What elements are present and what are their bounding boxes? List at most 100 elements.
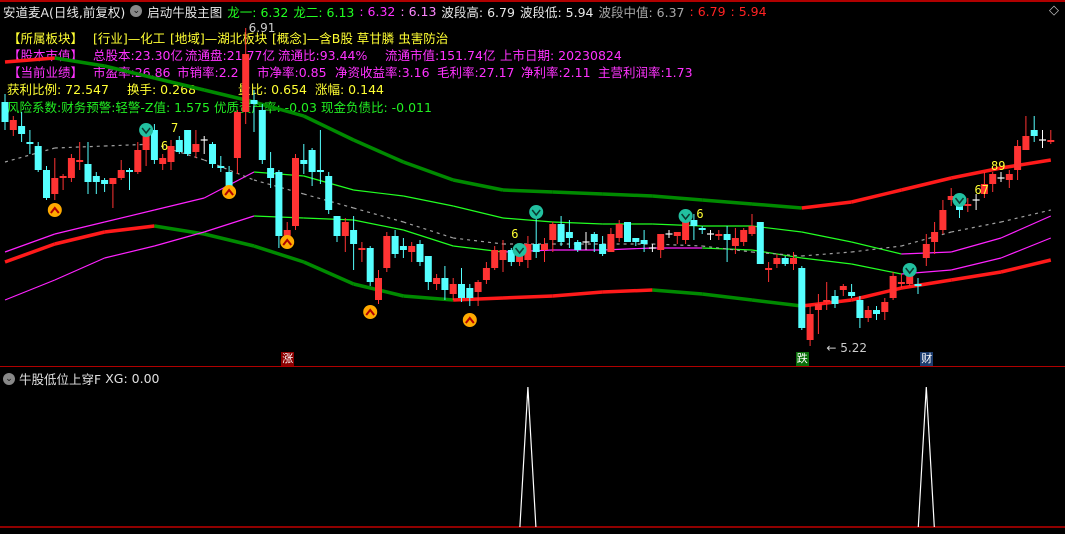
- candle-body: [632, 238, 640, 242]
- gross-margin: 毛利率:27.17: [437, 65, 515, 80]
- diamond-icon[interactable]: ◇: [1049, 3, 1059, 18]
- candle-body: [1047, 140, 1055, 142]
- line-thin-3-segment: [851, 263, 902, 275]
- line-band-0-segment: [950, 166, 1002, 180]
- line-thin-3-segment: [801, 257, 852, 265]
- candle-body: [798, 268, 806, 328]
- candle-body: [59, 176, 67, 178]
- line-dashed-4-segment: [801, 251, 852, 257]
- candle-body: [1030, 130, 1038, 136]
- event-tag-finance[interactable]: 财: [920, 352, 934, 366]
- top-border: [0, 0, 1065, 2]
- signal-label: 7: [171, 121, 178, 135]
- value-3: : 6.32: [359, 3, 396, 19]
- candle-body: [607, 234, 615, 252]
- line-band-0-segment: [104, 64, 155, 80]
- candle-body: [316, 170, 324, 172]
- line-dashed-4-segment: [901, 231, 952, 247]
- line-band-0-segment: [502, 188, 553, 194]
- line-dashed-4-segment: [702, 245, 753, 253]
- candle-body: [1022, 136, 1030, 150]
- candle-body: [740, 230, 748, 242]
- candle-body: [209, 144, 216, 164]
- chevron-down-icon[interactable]: ⌄: [130, 5, 143, 17]
- candle-body: [358, 248, 366, 250]
- event-tag-rise[interactable]: 涨: [281, 352, 295, 366]
- candle-body: [864, 310, 872, 318]
- candle-body: [242, 54, 250, 112]
- candle-body: [308, 150, 316, 172]
- head-marker-icon: [529, 205, 544, 219]
- panel-divider[interactable]: [0, 366, 1065, 367]
- candle-body: [267, 168, 275, 178]
- candle-body: [458, 284, 465, 298]
- candle-body: [524, 244, 532, 260]
- head-marker-icon: [139, 123, 154, 137]
- candle-body: [474, 282, 482, 292]
- candle-body: [217, 166, 225, 168]
- line-band-1-segment: [54, 230, 106, 246]
- candle-body: [34, 146, 42, 170]
- sub-indicator-name[interactable]: 牛股低位上穿F: [19, 372, 102, 387]
- indicator-name[interactable]: 启动牛股主图: [147, 4, 223, 20]
- signal-label: 67: [974, 183, 988, 197]
- sector-concept: [概念]—含B股 草甘膦 虫害防治: [272, 31, 449, 46]
- line-band-1-segment: [4, 242, 56, 264]
- line-band-0-segment: [801, 200, 852, 210]
- candle-body: [1, 102, 9, 122]
- line-dashed-4-segment: [851, 245, 902, 253]
- candle-body: [590, 234, 598, 242]
- candle-body: [507, 250, 515, 262]
- candle-body: [897, 282, 905, 284]
- line-thin-3-segment: [1000, 237, 1052, 259]
- candle-body: [424, 256, 432, 282]
- signal-label: 89: [991, 159, 1005, 173]
- candle-body: [159, 158, 167, 164]
- chevron-down-icon[interactable]: ⌄: [3, 372, 15, 385]
- candle-body: [541, 244, 548, 250]
- chevron-down-icon: [531, 209, 541, 217]
- sector-region: [地域]—湖北板块: [170, 31, 268, 46]
- line-band-0-segment: [352, 138, 405, 164]
- candle-body: [765, 268, 773, 270]
- candle-body: [964, 204, 972, 206]
- candle-body: [250, 100, 258, 104]
- candle-body: [9, 120, 17, 130]
- profit-ratio: 获利比例: 72.547: [7, 82, 109, 97]
- candle-body: [839, 286, 847, 290]
- line-band-1-segment: [154, 224, 205, 236]
- stock-name[interactable]: 安道麦A(日线,前复权): [3, 4, 126, 20]
- candle-body: [375, 278, 382, 300]
- line-band-0-segment: [54, 56, 105, 68]
- line-band-0-segment: [303, 114, 355, 142]
- line-thin-2-segment: [951, 237, 1002, 253]
- line-thin-2-segment: [453, 205, 504, 219]
- ps-ratio: 市销率:2.2: [177, 65, 239, 80]
- candle-body: [574, 242, 582, 250]
- candle-body: [748, 226, 756, 234]
- chevron-down-icon: [954, 197, 965, 205]
- candle-body: [698, 228, 706, 230]
- line-thin-2-segment: [104, 209, 155, 223]
- net-margin: 净利率:2.11: [521, 65, 591, 80]
- candle-body: [92, 176, 100, 182]
- signal-label: 6: [511, 227, 518, 241]
- line-band-0-segment: [552, 190, 603, 196]
- up-arrow-marker-icon: [462, 313, 477, 327]
- head-marker-icon: [952, 193, 967, 207]
- candle-body: [18, 126, 26, 134]
- line-thin-3-segment: [204, 215, 255, 233]
- sector-industry: [行业]—化工: [93, 31, 166, 46]
- candle-body: [117, 170, 125, 178]
- low-price-label: ← 5.22: [826, 341, 867, 355]
- line-band-0-segment: [851, 188, 902, 204]
- candle-body: [325, 176, 333, 210]
- line-band-1-segment: [104, 224, 155, 234]
- line-band-1-segment: [950, 270, 1002, 282]
- long1-value: 龙一: 6.32: [227, 4, 289, 20]
- line-thin-2-segment: [4, 233, 56, 253]
- line-dashed-4-segment: [353, 207, 404, 223]
- event-tag-fall[interactable]: 跌: [795, 352, 809, 366]
- candle-body: [682, 222, 690, 240]
- chevron-up-icon: [224, 188, 234, 196]
